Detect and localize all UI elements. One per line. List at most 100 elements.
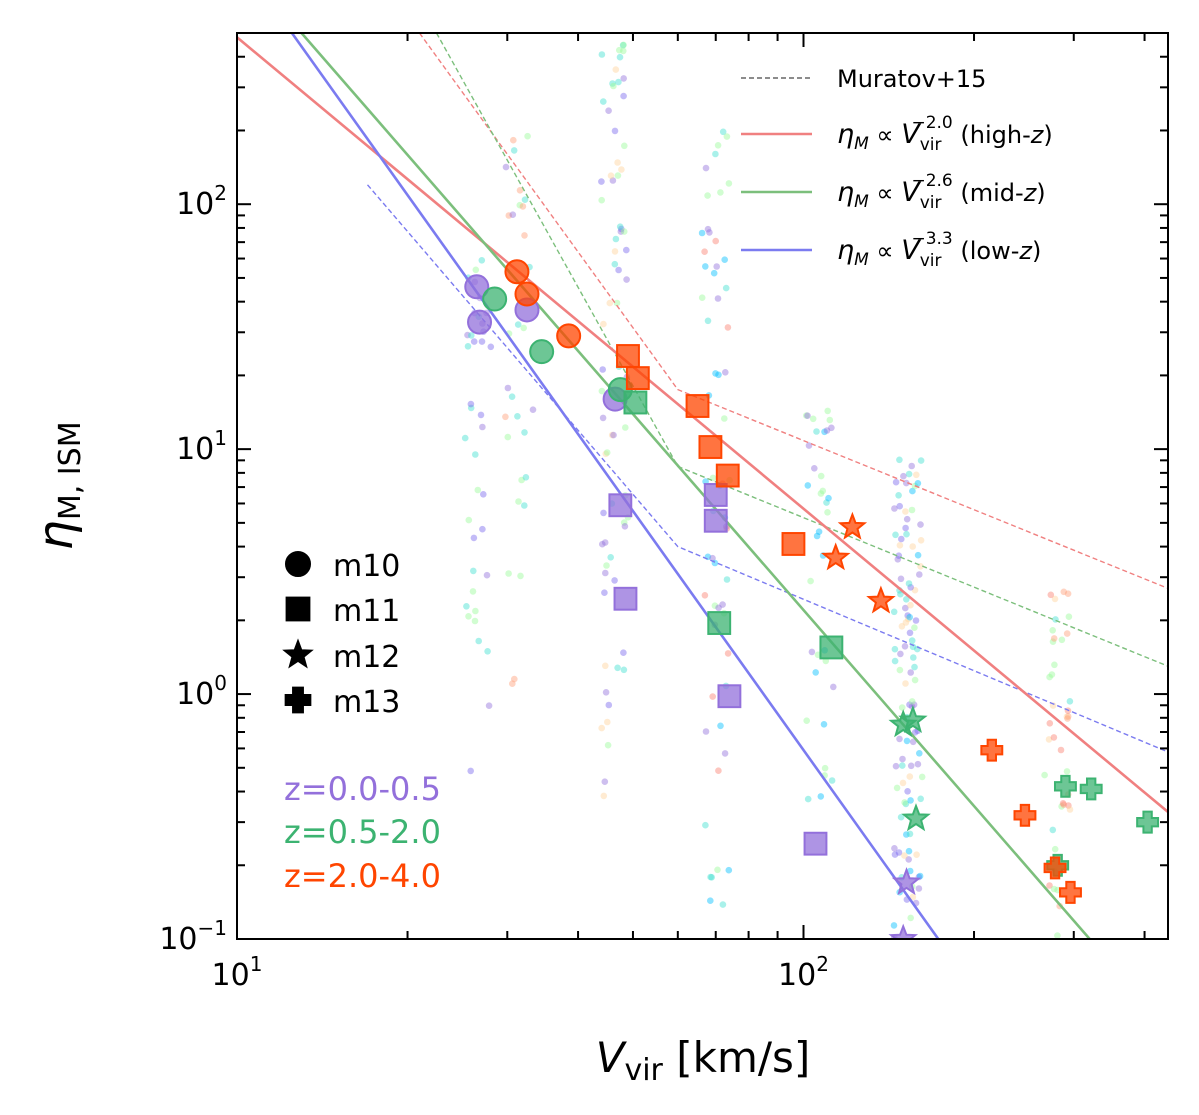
scatter-cloud-point <box>465 516 473 524</box>
scatter-cloud-point <box>614 172 622 179</box>
scatter-cloud-point <box>710 269 718 277</box>
scatter-cloud-point <box>891 845 898 852</box>
scatter-cloud-point <box>903 515 911 523</box>
scatter-cloud-point <box>715 604 722 612</box>
scatter-cloud-point <box>897 650 904 658</box>
scatter-cloud-point <box>478 257 486 264</box>
scatter-cloud-point <box>897 813 905 821</box>
scatter-cloud-point <box>894 556 902 563</box>
scatter-cloud-point <box>707 897 714 904</box>
scatter-cloud-point <box>906 701 913 708</box>
scatter-cloud-point <box>467 404 475 412</box>
scatter-cloud-point <box>892 762 900 770</box>
scatter-cloud-point <box>1047 591 1055 599</box>
scatter-cloud-point <box>823 427 831 434</box>
scatter-cloud-point <box>521 502 528 509</box>
scatter-cloud-point <box>1066 698 1074 705</box>
scatter-cloud-point <box>828 424 835 432</box>
scatter-cloud-point <box>916 750 923 757</box>
scatter-cloud-point <box>905 847 913 855</box>
scatter-cloud-point <box>702 821 709 829</box>
data-point-star <box>901 803 931 832</box>
data-point-plus <box>1059 880 1082 904</box>
scatter-cloud-point <box>914 551 922 559</box>
scatter-cloud-layer <box>461 41 1074 939</box>
fit-line-layer <box>237 33 1168 939</box>
scatter-cloud-point <box>907 762 915 770</box>
scatter-cloud-point <box>896 735 903 743</box>
scatter-cloud-point <box>515 498 522 505</box>
scatter-cloud-point <box>812 669 819 676</box>
scatter-cloud-point <box>474 486 482 494</box>
scatter-cloud-point <box>904 612 911 619</box>
data-point-square <box>717 684 742 709</box>
scatter-cloud-point <box>807 577 814 585</box>
scatter-cloud-point <box>598 51 606 58</box>
scatter-cloud-point <box>1065 613 1073 620</box>
scatter-cloud-point <box>477 411 485 419</box>
data-point-star <box>888 923 919 939</box>
scatter-cloud-point <box>903 831 910 838</box>
scatter-cloud-point <box>521 429 528 436</box>
data-point-square <box>613 586 638 611</box>
data-point-star <box>837 511 868 540</box>
axis-labels: 101 102 10−1 100 101 102 Vvir [km/s] ηM, ISM <box>28 181 829 1088</box>
data-point-plus <box>1043 856 1067 880</box>
scatter-cloud-point <box>909 487 916 495</box>
scatter-cloud-point <box>908 698 916 705</box>
data-point-square <box>703 508 728 533</box>
scatter-cloud-point <box>620 519 628 526</box>
scatter-cloud-point <box>895 492 902 499</box>
scatter-cloud-point <box>505 570 512 577</box>
scatter-cloud-point <box>522 474 530 481</box>
scatter-cloud-point <box>1049 638 1057 645</box>
scatter-cloud-point <box>715 767 722 774</box>
scatter-cloud-point <box>524 132 531 140</box>
scatter-cloud-point <box>464 343 472 350</box>
legend-label-low-z: ηM ∝ Vvir−3.3 (low-z) <box>837 229 1041 271</box>
scatter-cloud-point <box>903 596 910 603</box>
scatter-cloud-point <box>908 506 916 514</box>
scatter-cloud-point <box>620 649 627 656</box>
scatter-cloud-point <box>479 423 486 431</box>
legend-label-mid-z: ηM ∝ Vvir−2.6 (mid-z) <box>837 171 1046 213</box>
scatter-cloud-point <box>1046 673 1053 681</box>
key-label-m10: m10 <box>333 549 400 584</box>
scatter-cloud-point <box>1050 635 1058 642</box>
scatter-cloud-point <box>510 147 518 154</box>
x-axis-title: Vvir [km/s] <box>596 1033 811 1088</box>
scatter-cloud-point <box>611 260 619 268</box>
scatter-cloud-point <box>472 451 479 458</box>
data-point-star <box>866 585 896 614</box>
scatter-cloud-point <box>902 800 910 808</box>
data-point-square <box>715 463 740 488</box>
data-point-circle <box>556 323 582 349</box>
scatter-cloud-point <box>805 442 813 449</box>
scatter-cloud-point <box>467 767 475 775</box>
scatter-cloud-point <box>611 248 619 255</box>
data-point-square <box>616 344 640 368</box>
scatter-cloud-point <box>717 722 724 730</box>
scatter-cloud-point <box>902 619 910 626</box>
scatter-cloud-point <box>606 299 614 307</box>
scatter-cloud-point <box>620 92 627 100</box>
scatter-cloud-point <box>509 680 516 687</box>
scatter-cloud-point <box>529 406 537 414</box>
scatter-cloud-point <box>480 491 487 498</box>
scatter-cloud-point <box>704 225 712 233</box>
scatter-cloud-point <box>803 717 810 724</box>
scatter-cloud-point <box>1049 627 1056 634</box>
scatter-cloud-point <box>514 321 522 328</box>
scatter-cloud-point <box>724 324 732 331</box>
muratov-line-muratov-low <box>366 184 1168 753</box>
marker-layer <box>464 259 1160 939</box>
x-tick-label: 101 <box>212 952 263 993</box>
key-label-m12: m12 <box>333 640 400 675</box>
scatter-cloud-point <box>1065 802 1072 809</box>
scatter-cloud-point <box>722 369 729 376</box>
scatter-cloud-point <box>621 142 628 150</box>
data-point-plus <box>1136 810 1160 834</box>
scatter-cloud-point <box>715 371 722 379</box>
data-point-circle <box>514 281 540 307</box>
